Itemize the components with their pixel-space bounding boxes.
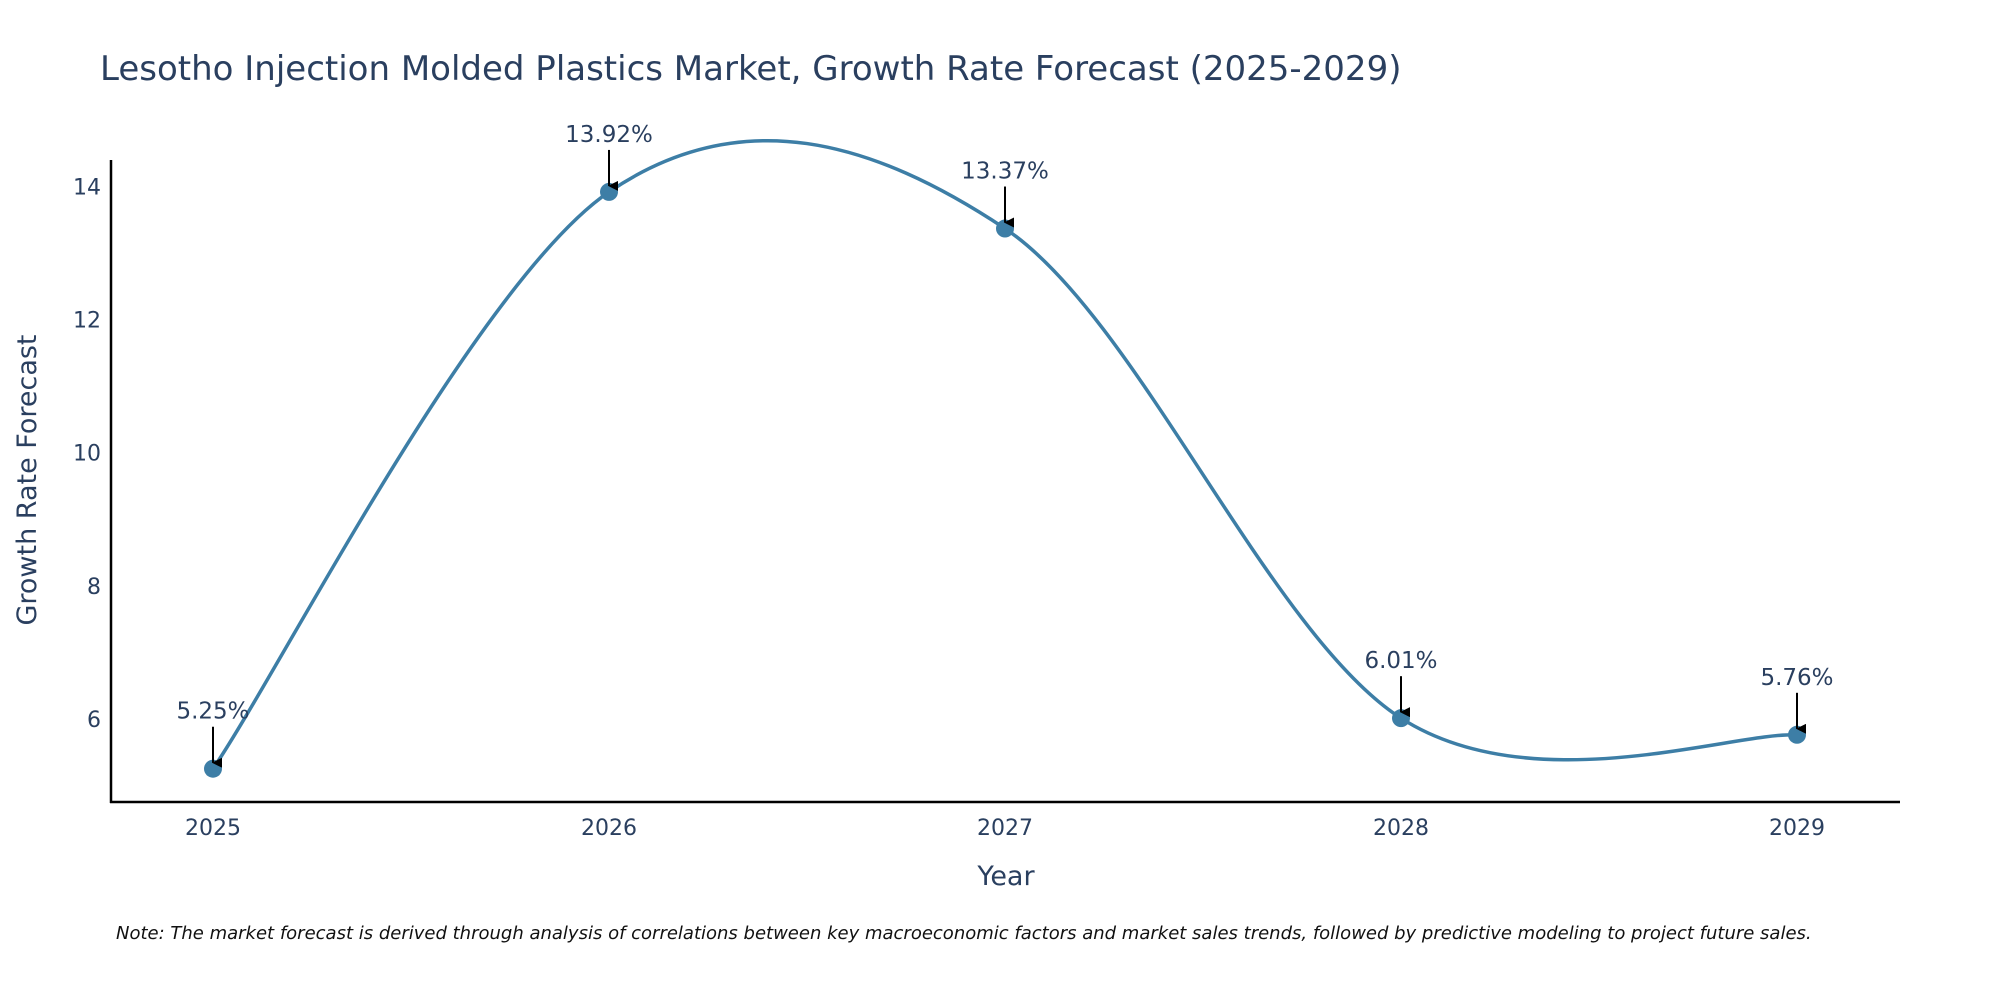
y-tick-label: 12 [73,309,101,334]
x-tick-label: 2027 [977,816,1033,841]
x-tick-label: 2028 [1373,816,1429,841]
axes [109,160,1900,804]
annotation-layer: 5.25% 13.92% 13.37% 6.01% 5.76% [176,122,1834,768]
x-tick-label: 2026 [581,816,637,841]
chart-title: Lesotho Injection Molded Plastics Market… [100,49,1401,89]
x-tick-label: 2029 [1769,816,1825,841]
y-ticks: 6 8 10 12 14 [73,176,101,733]
chart-note: Note: The market forecast is derived thr… [116,923,1812,944]
data-label-2028: 6.01% [1364,648,1437,674]
data-label-2029: 5.76% [1760,665,1833,691]
y-tick-label: 8 [87,575,101,600]
y-tick-label: 10 [73,442,101,467]
x-ticks: 2025 2026 2027 2028 2029 [185,816,1825,841]
data-label-2025: 5.25% [176,699,249,725]
x-tick-label: 2025 [185,816,241,841]
y-axis-title: Growth Rate Forecast [12,334,43,625]
y-tick-label: 14 [73,176,101,201]
y-tick-label: 6 [87,708,101,733]
x-axis-title: Year [976,861,1035,892]
data-label-2027: 13.37% [961,159,1049,185]
series-layer [204,138,1806,778]
data-label-2026: 13.92% [565,122,653,148]
